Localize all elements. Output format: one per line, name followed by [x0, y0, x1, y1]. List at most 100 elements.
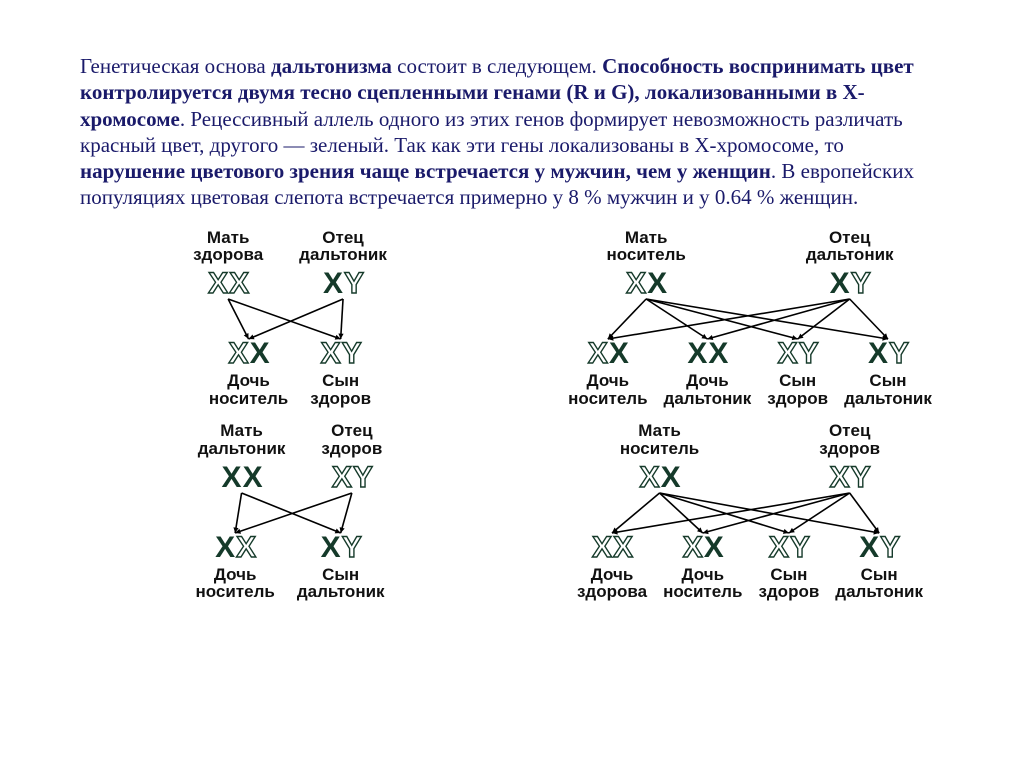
offspring: XYСын здоров [758, 531, 819, 602]
offspring-genotype: XX [588, 337, 628, 371]
offspring: XYСын дальтоник [844, 337, 932, 408]
offspring-label: Сын здоров [758, 566, 819, 602]
text-segment: нарушение цветового зрения чаще встречае… [80, 159, 771, 183]
affected-X-chromosome: X [708, 337, 727, 371]
offspring-genotype: XY [321, 337, 361, 371]
affected-X-chromosome: X [321, 531, 340, 565]
offspring-genotype: XY [868, 337, 908, 371]
normal-Y-chromosome: Y [851, 267, 870, 301]
offspring-label: Сын дальтоник [297, 566, 385, 602]
inheritance-arrows [120, 301, 460, 337]
normal-X-chromosome: X [683, 531, 702, 565]
offspring-genotype: XX [229, 337, 269, 371]
normal-X-chromosome: X [229, 337, 248, 371]
normal-Y-chromosome: Y [344, 267, 363, 301]
offspring: XYСын здоров [767, 337, 828, 408]
offspring-label: Дочь носитель [209, 372, 288, 408]
offspring-row: XXДочь здороваXXДочь носительXYСын здоро… [490, 531, 1010, 602]
text-segment: дальтонизма [271, 54, 392, 78]
parent-genotype: XY [323, 267, 363, 301]
text-segment: Генетическая основа [80, 54, 271, 78]
affected-X-chromosome: X [250, 337, 269, 371]
affected-X-chromosome: X [222, 461, 241, 495]
parent-genotype: XY [830, 267, 870, 301]
offspring: XXДочь носитель [568, 337, 647, 408]
parent: Отец здоровXY [321, 422, 382, 495]
offspring-label: Дочь дальтоник [664, 372, 752, 408]
normal-X-chromosome: X [229, 267, 248, 301]
offspring-label: Дочь здорова [577, 566, 647, 602]
normal-Y-chromosome: Y [790, 531, 809, 565]
affected-X-chromosome: X [661, 461, 680, 495]
offspring-row: XXДочь носительXYСын дальтоник [120, 531, 460, 602]
inheritance-arrows [490, 301, 1010, 337]
offspring-row: XXДочь носитель XYСын здоров [120, 337, 460, 408]
normal-X-chromosome: X [592, 531, 611, 565]
parent-genotype: XY [332, 461, 372, 495]
affected-X-chromosome: X [830, 267, 849, 301]
parent: Мать носительXX [620, 422, 699, 495]
normal-X-chromosome: X [588, 337, 607, 371]
affected-X-chromosome: X [243, 461, 262, 495]
inheritance-arrows [490, 495, 1010, 531]
inheritance-diagrams: Мать здороваXXОтец дальтоникXYXXДочь нос… [120, 229, 954, 602]
offspring-label: Дочь носитель [568, 372, 647, 408]
affected-X-chromosome: X [647, 267, 666, 301]
affected-X-chromosome: X [868, 337, 887, 371]
parent-row: Мать здороваXXОтец дальтоникXY [120, 229, 460, 302]
offspring-label: Сын дальтоник [844, 372, 932, 408]
normal-Y-chromosome: Y [851, 461, 870, 495]
parent-genotype: XX [640, 461, 680, 495]
normal-Y-chromosome: Y [353, 461, 372, 495]
normal-X-chromosome: X [332, 461, 351, 495]
offspring-label: Сын здоров [767, 372, 828, 408]
offspring-genotype: XY [321, 531, 361, 565]
parent: Мать дальтоникXX [198, 422, 286, 495]
normal-X-chromosome: X [613, 531, 632, 565]
parent-genotype: XX [222, 461, 262, 495]
cross-c3: Мать дальтоникXXОтец здоровXYXXДочь носи… [120, 422, 460, 601]
offspring-genotype: XY [859, 531, 899, 565]
parent: Отец здоровXY [819, 422, 880, 495]
offspring-genotype: XX [215, 531, 255, 565]
parent-label: Мать носитель [606, 229, 685, 265]
offspring-label: Дочь носитель [195, 566, 274, 602]
parent: Мать здороваXX [193, 229, 263, 302]
offspring: XXДочь носитель [209, 337, 288, 408]
normal-X-chromosome: X [640, 461, 659, 495]
normal-Y-chromosome: Y [889, 337, 908, 371]
cross-c4: Мать носительXXОтец здоровXYXXДочь здоро… [490, 422, 1010, 601]
parent: Мать носительXX [606, 229, 685, 302]
parent-genotype: XX [208, 267, 248, 301]
offspring: XXДочь здорова [577, 531, 647, 602]
affected-X-chromosome: X [859, 531, 878, 565]
cross-c1: Мать здороваXXОтец дальтоникXYXXДочь нос… [120, 229, 460, 408]
normal-X-chromosome: X [208, 267, 227, 301]
parent-row: Мать носительXXОтец дальтоникXY [490, 229, 1010, 302]
parent-label: Мать здорова [193, 229, 263, 265]
affected-X-chromosome: X [609, 337, 628, 371]
parent-label: Отец дальтоник [299, 229, 387, 265]
offspring: XYСын дальтоник [297, 531, 385, 602]
normal-X-chromosome: X [626, 267, 645, 301]
offspring-genotype: XX [592, 531, 632, 565]
offspring-genotype: XX [683, 531, 723, 565]
parent-row: Мать носительXX Отец здоровXY [490, 422, 1010, 495]
parent-label: Мать носитель [620, 422, 699, 458]
parent-label: Отец здоров [321, 422, 382, 458]
offspring-label: Сын здоров [310, 372, 371, 408]
parent-row: Мать дальтоникXXОтец здоровXY [120, 422, 460, 495]
normal-Y-chromosome: Y [799, 337, 818, 371]
offspring: XYСын дальтоник [835, 531, 923, 602]
offspring-label: Сын дальтоник [835, 566, 923, 602]
affected-X-chromosome: X [215, 531, 234, 565]
parent-label: Отец дальтоник [806, 229, 894, 265]
offspring: XXДочь носитель [663, 531, 742, 602]
text-segment: состоит в следующем. [392, 54, 602, 78]
normal-X-chromosome: X [769, 531, 788, 565]
parent-label: Мать дальтоник [198, 422, 286, 458]
parent-genotype: XX [626, 267, 666, 301]
cross-c2: Мать носительXXОтец дальтоникXYXXДочь но… [490, 229, 1010, 408]
inheritance-arrows [120, 495, 460, 531]
normal-Y-chromosome: Y [880, 531, 899, 565]
